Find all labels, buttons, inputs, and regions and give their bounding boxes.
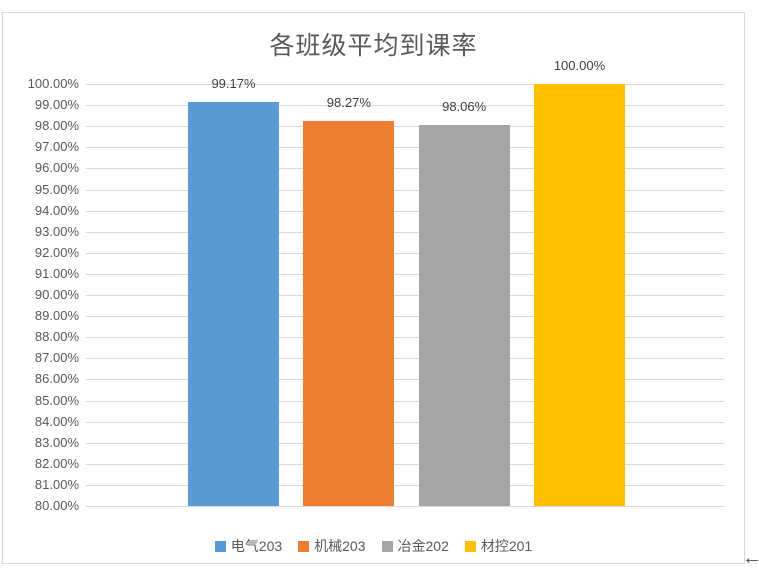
left-arrow-icon: ← [742, 547, 759, 569]
y-axis-tick-label: 97.00% [34, 139, 79, 155]
bar-电气203 [188, 101, 279, 506]
y-axis-tick-label: 89.00% [34, 308, 79, 324]
bar-冶金202 [418, 124, 510, 506]
gridline [86, 484, 724, 486]
chart-title: 各班级平均到课率 [269, 32, 478, 60]
y-axis-tick-label: 85.00% [34, 392, 79, 408]
legend-item: 机械203 [298, 536, 366, 556]
legend-item: 材控201 [464, 536, 533, 556]
legend-item: 电气203 [214, 536, 283, 556]
gridline [86, 379, 724, 381]
attendance-chart[interactable]: 各班级平均到课率 100.00% 99.00% 98.00% 97.00% 96.00%… [2, 12, 745, 564]
y-axis-tick-label: 83.00% [34, 434, 79, 450]
gridline [86, 105, 724, 107]
legend-item: 冶金202 [381, 536, 449, 556]
legend-label: 材控201 [480, 538, 533, 554]
gridline [86, 295, 724, 296]
y-axis-tick-label: 98.00% [34, 118, 79, 134]
legend-swatch-icon [214, 540, 226, 552]
gridline [86, 210, 724, 212]
gridline [86, 358, 724, 360]
y-axis-tick-label: 81.00% [34, 476, 79, 492]
data-label: 98.27% [326, 94, 371, 110]
y-axis-tick-label: 80.00% [34, 498, 79, 513]
gridline [86, 189, 724, 191]
legend-label: 冶金202 [397, 538, 449, 554]
gridline [86, 84, 724, 85]
gridline [86, 273, 724, 275]
y-axis-tick-label: 93.00% [34, 223, 79, 239]
y-axis-tick-label: 99.00% [34, 97, 79, 113]
gridline [86, 252, 724, 254]
legend: 电气203 机械203 冶金202 材控201 [3, 536, 744, 556]
gridline [86, 126, 724, 128]
data-label: 98.06% [442, 98, 487, 114]
y-axis-tick-label: 95.00% [34, 181, 79, 197]
legend-swatch-icon [464, 540, 476, 552]
gridline [86, 337, 724, 339]
y-axis-tick-label: 96.00% [34, 160, 79, 176]
data-label: 100.00% [553, 58, 606, 73]
gridline [86, 168, 724, 170]
y-axis-tick-label: 86.00% [34, 371, 79, 387]
gridline [86, 442, 724, 444]
y-axis-tick-label: 100.00% [27, 76, 79, 91]
gridline [86, 506, 724, 507]
y-axis-tick-label: 92.00% [34, 244, 79, 260]
gridline [86, 316, 724, 318]
data-label: 99.17% [211, 75, 256, 91]
gridline [86, 147, 724, 149]
legend-swatch-icon [381, 540, 393, 552]
y-axis-tick-label: 87.00% [34, 350, 79, 366]
plot-area: 100.00% 99.00% 98.00% 97.00% 96.00% 95.00% 94.… [3, 13, 744, 563]
y-axis-tick-label: 90.00% [34, 287, 79, 302]
y-axis-tick-label: 88.00% [34, 329, 79, 345]
legend-label: 电气203 [230, 538, 283, 554]
gridline [86, 400, 724, 402]
y-axis-tick-label: 94.00% [34, 202, 79, 218]
y-axis-tick-label: 84.00% [34, 413, 79, 429]
legend-label: 机械203 [314, 538, 366, 554]
bar-材控201 [533, 84, 625, 506]
legend-swatch-icon [298, 540, 310, 552]
gridline [86, 463, 724, 465]
gridline [86, 421, 724, 423]
gridline [86, 231, 724, 233]
y-axis-tick-label: 82.00% [34, 455, 79, 471]
y-axis-tick-label: 91.00% [34, 265, 79, 281]
bar-机械203 [303, 120, 395, 506]
